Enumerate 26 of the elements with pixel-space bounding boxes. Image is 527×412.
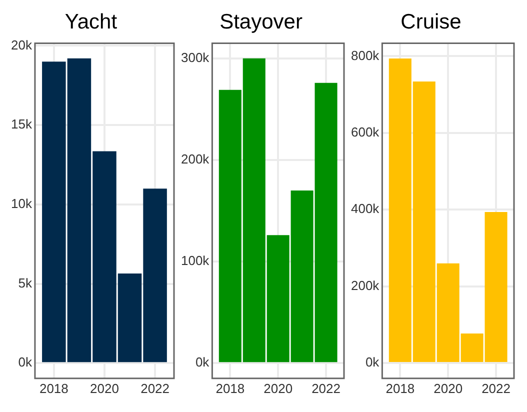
y-tick-label: 100k [180,253,210,268]
x-tick-label: 2020 [264,380,293,396]
chart-title: Yacht [64,10,118,34]
x-tick-label: 2022 [312,380,340,396]
y-tick-label: 0k [195,354,210,370]
x-tick-label: 2018 [39,380,68,396]
y-tick-label: 15k [10,116,32,132]
y-tick-label: 200k [180,152,210,167]
y-tick-label: 400k [350,201,380,216]
y-tick-label: 200k [350,278,380,293]
x-tick-label: 2020 [90,380,119,396]
y-tick-label: 600k [350,124,380,140]
y-tick-label: 800k [350,48,380,63]
x-tick-label: 2018 [216,380,245,396]
y-tick-label: 5k [18,275,32,290]
chart-title: Stayover [220,10,302,34]
y-tick-label: 300k [180,50,210,66]
x-tick-label: 2022 [140,380,170,396]
x-tick-label: 2018 [386,380,415,396]
chart-title: Cruise [400,10,462,34]
y-tick-label: 20k [10,37,32,52]
x-tick-label: 2022 [482,380,510,396]
x-tick-label: 2020 [434,380,463,396]
y-tick-label: 0k [365,354,380,370]
y-tick-label: 0k [18,354,32,370]
y-tick-label: 10k [10,196,32,212]
